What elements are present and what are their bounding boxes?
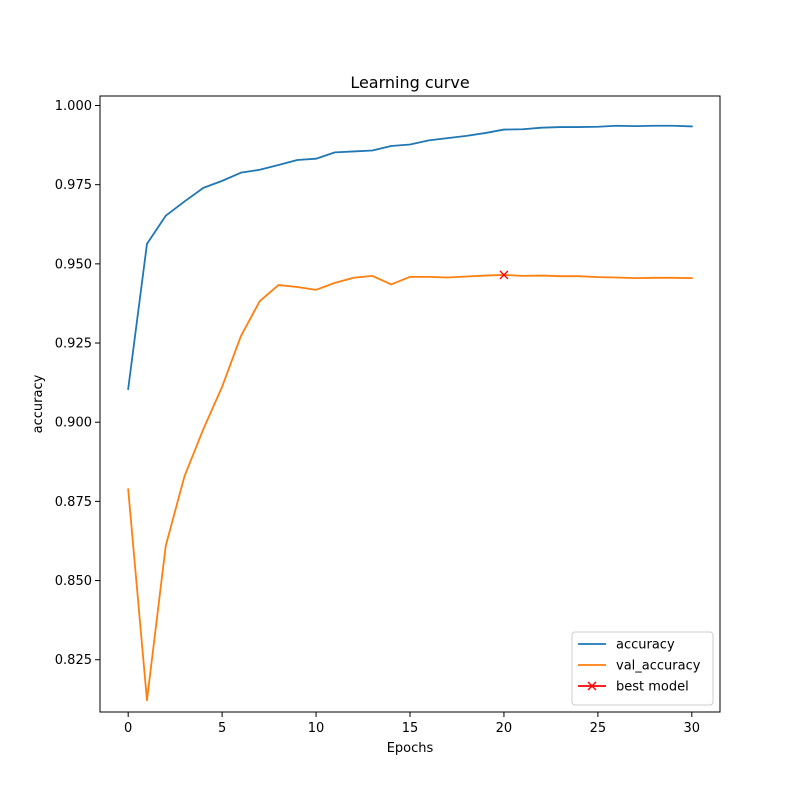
y-tick-label: 0.975 — [55, 178, 92, 193]
x-tick-label: 5 — [218, 721, 226, 736]
marker-layer — [499, 270, 509, 280]
legend-label: val_accuracy — [616, 659, 701, 674]
x-tick-label: 25 — [590, 721, 607, 736]
legend-item: best model — [578, 680, 689, 695]
x-tick-label: 15 — [402, 721, 419, 736]
y-tick-label: 0.925 — [55, 337, 92, 352]
series-line-accuracy — [127, 124, 693, 390]
y-tick-label: 0.900 — [55, 416, 92, 431]
best-model-marker — [499, 270, 509, 280]
y-axis-label: accuracy — [31, 374, 46, 433]
chart-title: Learning curve — [350, 73, 469, 92]
y-tick-label: 0.850 — [55, 574, 92, 589]
series-line-val-accuracy — [127, 274, 693, 702]
plot-area — [100, 96, 720, 712]
legend-label: accuracy — [616, 638, 675, 653]
x-axis: 0 5 10 15 20 25 30 — [124, 712, 700, 736]
x-tick-label: 30 — [684, 721, 701, 736]
y-tick-label: 0.950 — [55, 257, 92, 272]
y-tick-label: 0.825 — [55, 653, 92, 668]
y-tick-label: 0.875 — [55, 495, 92, 510]
legend-label: best model — [616, 680, 689, 695]
series-layer — [127, 124, 693, 702]
x-tick-label: 20 — [496, 721, 513, 736]
y-axis: 0.825 0.850 0.875 0.900 0.925 0.950 0.975 1.000 — [55, 99, 100, 668]
legend-item: accuracy — [578, 638, 675, 653]
y-tick-label: 1.000 — [55, 99, 92, 114]
x-axis-label: Epochs — [387, 741, 434, 756]
x-tick-label: 10 — [308, 721, 325, 736]
legend-marker-icon — [587, 681, 597, 691]
legend-box — [571, 631, 714, 706]
x-tick-label: 0 — [124, 721, 132, 736]
legend-item: val_accuracy — [578, 659, 701, 674]
